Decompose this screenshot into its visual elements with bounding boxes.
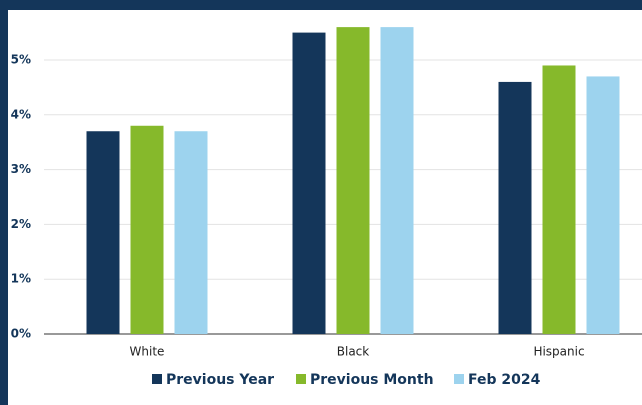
bar: [130, 125, 164, 334]
legend-label: Previous Month: [310, 372, 434, 388]
top-band: [0, 0, 642, 10]
bar: [380, 27, 414, 335]
x-tick-label: Black: [337, 345, 370, 359]
y-tick-label: 3%: [11, 162, 31, 176]
bar: [292, 32, 326, 334]
bar: [336, 27, 370, 335]
left-border: [0, 0, 8, 405]
y-tick-label: 4%: [11, 107, 31, 121]
y-tick-label: 0%: [11, 327, 31, 341]
y-tick-label: 2%: [11, 217, 31, 231]
legend-label: Previous Year: [166, 372, 274, 388]
legend-swatch: [296, 374, 306, 384]
x-tick-label: White: [130, 345, 165, 359]
y-tick-label: 5%: [11, 53, 31, 67]
bar: [498, 81, 532, 334]
bar: [86, 131, 120, 334]
bar: [586, 76, 620, 334]
legend-swatch: [454, 374, 464, 384]
y-tick-label: 1%: [11, 272, 31, 286]
bar: [174, 131, 208, 334]
legend-swatch: [152, 374, 162, 384]
bar: [542, 65, 576, 334]
x-tick-label: Hispanic: [533, 345, 584, 359]
legend-label: Feb 2024: [468, 372, 541, 388]
